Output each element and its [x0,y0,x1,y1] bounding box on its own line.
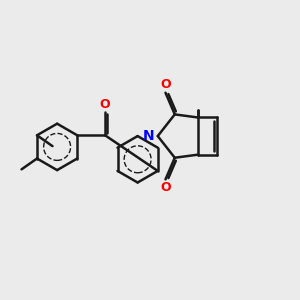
Text: N: N [142,129,154,143]
Text: O: O [160,78,171,91]
Text: O: O [160,181,171,194]
Text: O: O [100,98,110,110]
